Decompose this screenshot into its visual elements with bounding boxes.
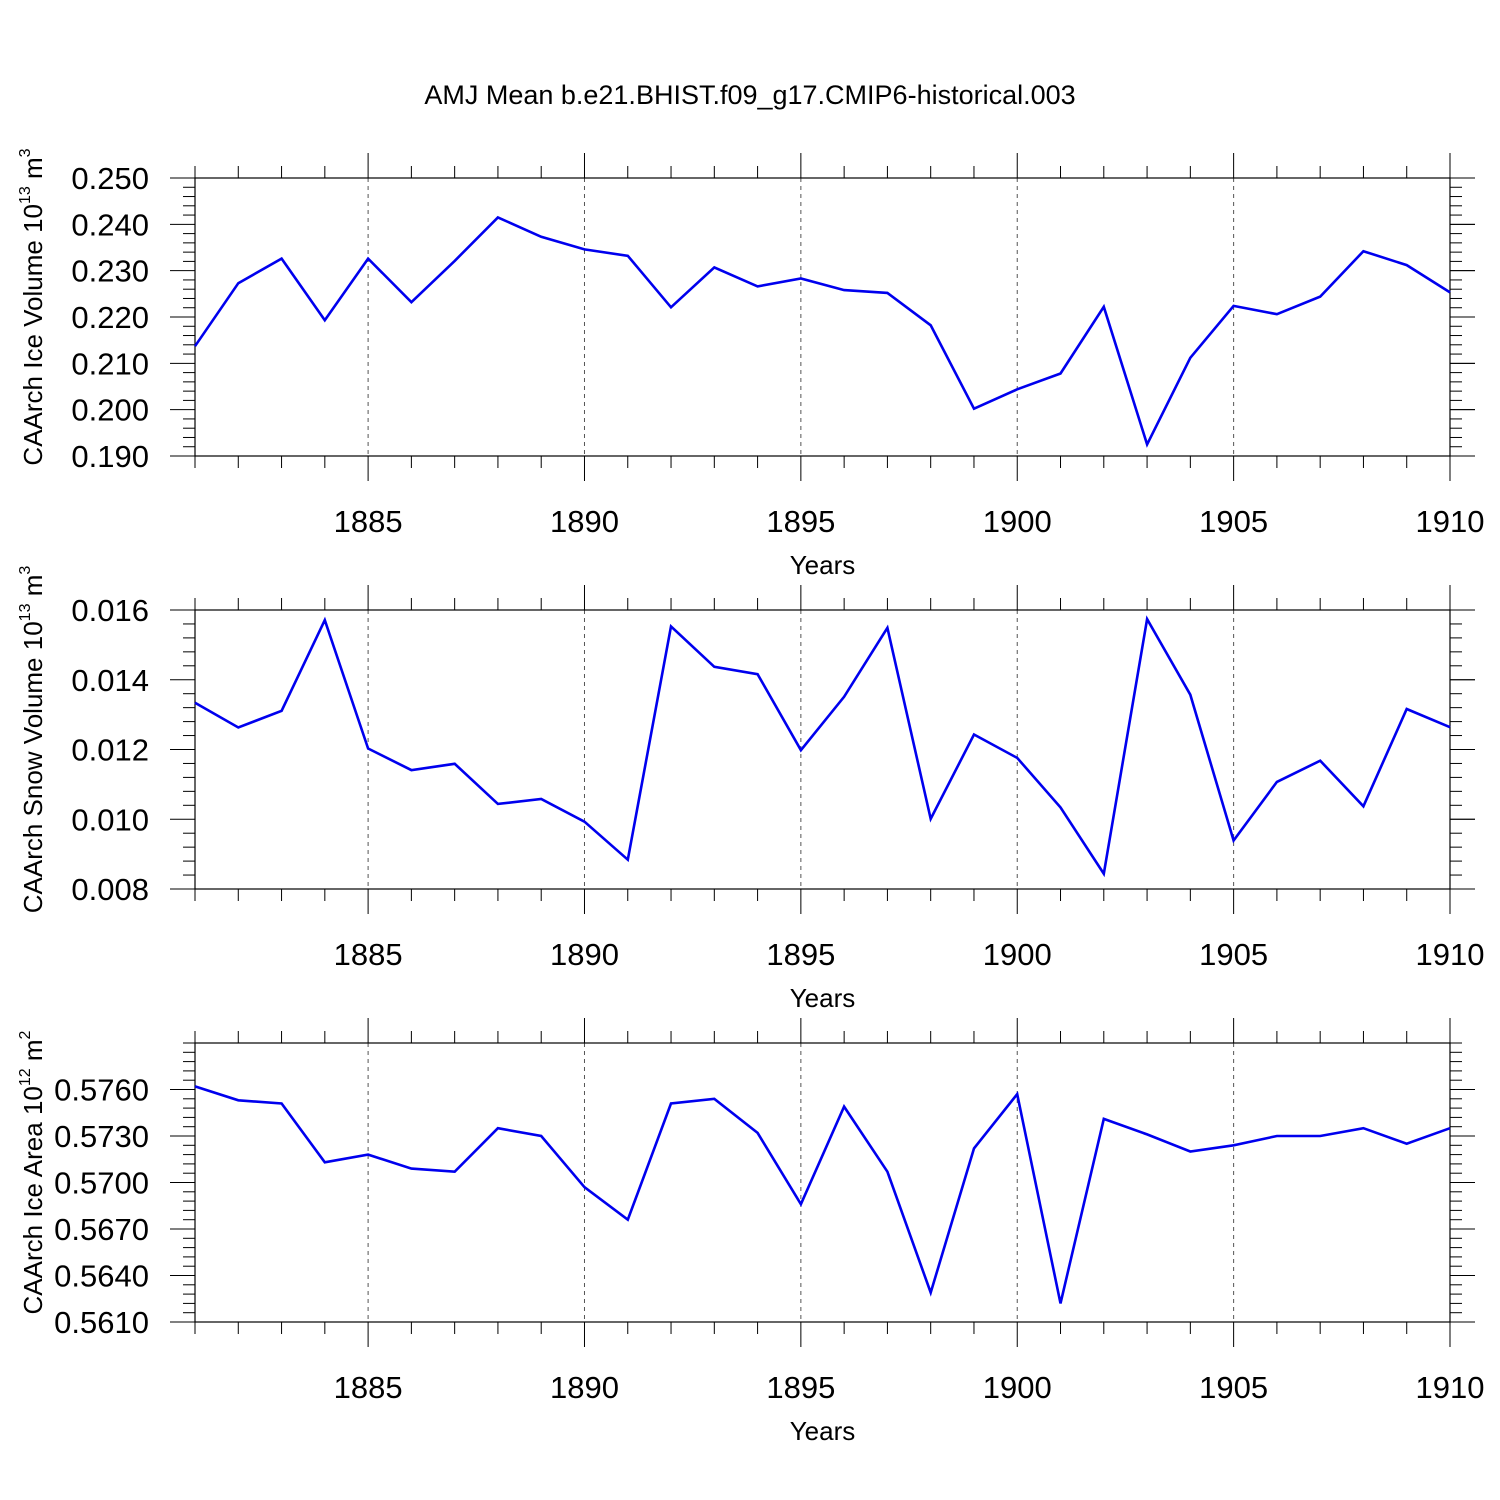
y-tick-label: 0.210 — [71, 346, 149, 381]
y-tick-label: 0.008 — [71, 872, 149, 907]
y-tick-label: 0.5760 — [54, 1073, 149, 1108]
x-tick-label: 1885 — [334, 504, 403, 539]
x-axis-label: Years — [790, 983, 856, 1013]
x-tick-label: 1910 — [1416, 937, 1485, 972]
y-axis-label: CAArch Ice Area 1012 m2 — [17, 1030, 48, 1314]
y-tick-label: 0.5730 — [54, 1119, 149, 1154]
x-tick-label: 1910 — [1416, 504, 1485, 539]
y-tick-label: 0.5640 — [54, 1259, 149, 1294]
x-tick-label: 1900 — [983, 1370, 1052, 1405]
y-tick-label: 0.230 — [71, 254, 149, 289]
y-tick-label: 0.200 — [71, 393, 149, 428]
x-tick-label: 1900 — [983, 937, 1052, 972]
x-tick-label: 1905 — [1199, 937, 1268, 972]
x-axis-label: Years — [790, 550, 856, 580]
y-tick-label: 0.250 — [71, 161, 149, 196]
series-line — [194, 615, 1451, 878]
y-tick-label: 0.5670 — [54, 1212, 149, 1247]
chart-title: AMJ Mean b.e21.BHIST.f09_g17.CMIP6-histo… — [424, 80, 1075, 110]
y-tick-label: 0.014 — [71, 663, 149, 698]
y-tick-label: 0.240 — [71, 207, 149, 242]
x-tick-label: 1895 — [766, 504, 835, 539]
y-axis-label: CAArch Snow Volume 1013 m3 — [17, 566, 48, 914]
y-tick-label: 0.016 — [71, 593, 149, 628]
y-tick-label: 0.220 — [71, 300, 149, 335]
x-tick-label: 1895 — [766, 1370, 835, 1405]
series-line — [194, 1085, 1451, 1304]
x-tick-label: 1905 — [1199, 504, 1268, 539]
x-tick-label: 1885 — [334, 937, 403, 972]
x-tick-label: 1890 — [550, 504, 619, 539]
panel-3: 1885 1890 1895 1900 1905 1910 0.5610 0.5640 0.56… — [17, 1018, 1484, 1446]
y-tick-label: 0.5700 — [54, 1166, 149, 1201]
y-tick-label: 0.190 — [71, 439, 149, 474]
y-tick-label: 0.010 — [71, 802, 149, 837]
x-tick-label: 1905 — [1199, 1370, 1268, 1405]
y-axis-label: CAArch Ice Volume 1013 m3 — [17, 148, 48, 465]
x-tick-label: 1885 — [334, 1370, 403, 1405]
x-tick-label: 1890 — [550, 937, 619, 972]
y-tick-label: 0.5610 — [54, 1305, 149, 1340]
x-tick-label: 1910 — [1416, 1370, 1485, 1405]
x-tick-label: 1895 — [766, 937, 835, 972]
panel-2: 1885 1890 1895 1900 1905 1910 0.008 0.010 0.012 0… — [17, 566, 1484, 1013]
y-tick-label: 0.012 — [71, 733, 149, 768]
x-tick-label: 1890 — [550, 1370, 619, 1405]
panel-1: 1885 1890 1895 1900 1905 1910 0.190 0.200 0.210 0… — [17, 148, 1484, 580]
x-axis-label: Years — [790, 1416, 856, 1446]
series-line — [193, 215, 1451, 448]
x-tick-label: 1900 — [983, 504, 1052, 539]
panels: 1885 1890 1895 1900 1905 1910 0.190 0.200 0.210 0… — [17, 148, 1484, 1446]
